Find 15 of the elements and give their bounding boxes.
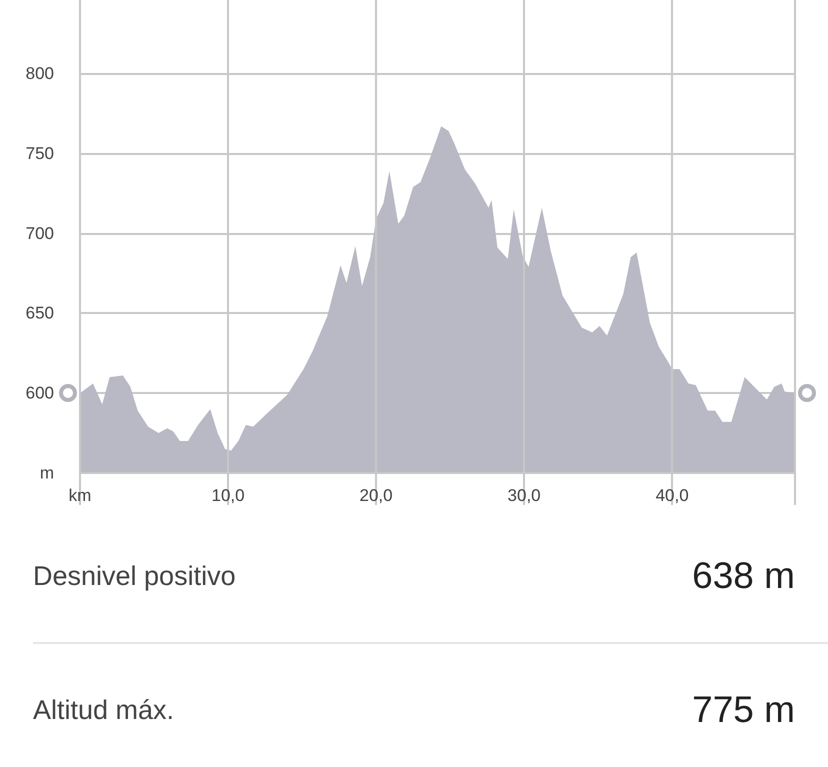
text: Altitud máx. bbox=[33, 694, 174, 726]
x-tick-label: km bbox=[68, 486, 92, 505]
y-tick-label: 650 bbox=[26, 304, 54, 323]
y-tick-label: 750 bbox=[26, 144, 54, 163]
y-tick-label: 600 bbox=[26, 384, 54, 403]
y-tick-label: 800 bbox=[26, 64, 54, 84]
text: 775 m bbox=[692, 689, 795, 731]
text: 638 m bbox=[692, 555, 795, 597]
y-tick-label: m bbox=[40, 464, 54, 482]
text: Desnivel positivo bbox=[33, 560, 236, 592]
y-tick-label: 700 bbox=[26, 224, 54, 243]
x-tick-label: 10,0 bbox=[211, 486, 245, 505]
x-tick-label: 40,0 bbox=[656, 486, 689, 505]
x-tick-label: 20,0 bbox=[360, 486, 393, 505]
x-tick-label: 30,0 bbox=[508, 486, 541, 505]
